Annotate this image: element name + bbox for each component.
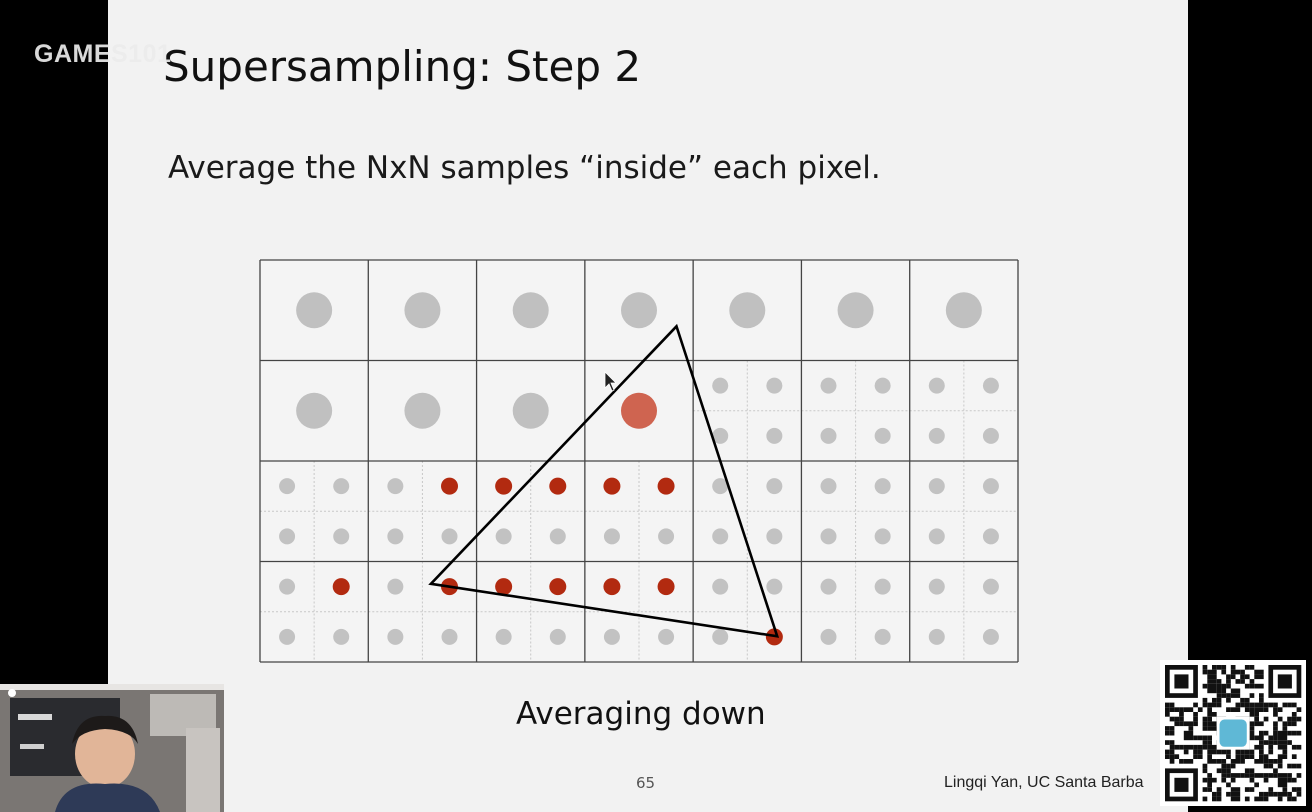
subsample-outside <box>766 377 783 394</box>
subsample-outside <box>333 528 350 545</box>
subsample-outside <box>928 578 945 595</box>
qr-code-icon <box>1165 665 1302 802</box>
webcam-overlay <box>0 684 224 812</box>
subsample-outside <box>603 628 620 645</box>
subsample-outside <box>982 377 999 394</box>
subsample-outside <box>279 528 296 545</box>
slide-subtitle: Average the NxN samples “inside” each pi… <box>168 150 881 186</box>
averaged-sample <box>512 292 549 329</box>
subsample-inside <box>603 477 621 495</box>
subsample-outside <box>712 377 729 394</box>
averaged-sample <box>512 392 549 429</box>
subsample-inside <box>549 578 567 596</box>
subsample-outside <box>279 628 296 645</box>
subsample-outside <box>874 578 891 595</box>
subsample-outside <box>874 478 891 495</box>
page-number: 65 <box>636 774 656 792</box>
subsample-outside <box>712 427 729 444</box>
subsample-outside <box>928 528 945 545</box>
subsample-inside <box>549 477 567 495</box>
subsample-inside <box>657 477 675 495</box>
subsample-outside <box>820 528 837 545</box>
averaged-sample <box>945 292 982 329</box>
subsample-outside <box>928 628 945 645</box>
mouse-cursor-icon <box>604 371 617 392</box>
slide-title: Supersampling: Step 2 <box>163 42 642 91</box>
subsample-outside <box>441 628 458 645</box>
subsample-inside <box>603 578 621 596</box>
subsample-outside <box>333 628 350 645</box>
supersampling-figure <box>259 259 1019 663</box>
subsample-outside <box>928 427 945 444</box>
subsample-outside <box>874 427 891 444</box>
subsample-outside <box>874 528 891 545</box>
presenter-video-icon <box>0 684 224 812</box>
subsample-inside <box>495 477 513 495</box>
subsample-outside <box>387 528 404 545</box>
subsample-outside <box>874 377 891 394</box>
subsample-outside <box>766 427 783 444</box>
averaged-sample <box>404 392 441 429</box>
averaged-sample-inside <box>621 392 657 429</box>
qr-code <box>1160 660 1306 806</box>
averaged-sample <box>837 292 874 329</box>
subsample-inside <box>441 477 458 495</box>
subsample-outside <box>387 578 404 595</box>
subsample-outside <box>982 478 999 495</box>
subsample-outside <box>982 628 999 645</box>
subsample-outside <box>712 628 729 645</box>
averaged-sample <box>296 292 333 329</box>
subsample-outside <box>820 628 837 645</box>
subsample-outside <box>495 628 512 645</box>
subsample-outside <box>441 528 458 545</box>
averaged-sample <box>404 292 441 329</box>
subsample-outside <box>982 578 999 595</box>
subsample-outside <box>603 528 620 545</box>
watermark: GAMES101 <box>34 40 172 68</box>
averaged-sample <box>296 392 333 429</box>
subsample-outside <box>279 578 296 595</box>
figure-caption: Averaging down <box>516 696 766 732</box>
subsample-inside <box>657 578 675 596</box>
subsample-outside <box>820 427 837 444</box>
subsample-outside <box>766 578 783 595</box>
subsample-outside <box>658 628 675 645</box>
subsample-outside <box>766 478 783 495</box>
subsample-outside <box>982 528 999 545</box>
subsample-outside <box>928 377 945 394</box>
averaged-sample <box>729 292 766 329</box>
subsample-outside <box>820 377 837 394</box>
subsample-outside <box>549 528 566 545</box>
subsample-inside <box>495 578 513 596</box>
subsample-outside <box>874 628 891 645</box>
averaged-sample <box>621 292 657 329</box>
subsample-outside <box>712 478 729 495</box>
triangle-outline <box>428 323 780 638</box>
subsample-outside <box>387 478 404 495</box>
subsample-outside <box>982 427 999 444</box>
credit-text: Lingqi Yan, UC Santa Barba <box>944 774 1144 791</box>
subsample-outside <box>549 628 566 645</box>
subsample-outside <box>495 528 512 545</box>
subsample-outside <box>820 578 837 595</box>
subsample-outside <box>333 478 350 495</box>
subsample-outside <box>279 478 296 495</box>
subsample-outside <box>712 528 729 545</box>
subsample-outside <box>712 578 729 595</box>
subsample-outside <box>658 528 675 545</box>
subsample-outside <box>387 628 404 645</box>
subsample-outside <box>766 528 783 545</box>
subsample-inside <box>332 578 350 596</box>
subsample-outside <box>820 478 837 495</box>
subsample-outside <box>928 478 945 495</box>
